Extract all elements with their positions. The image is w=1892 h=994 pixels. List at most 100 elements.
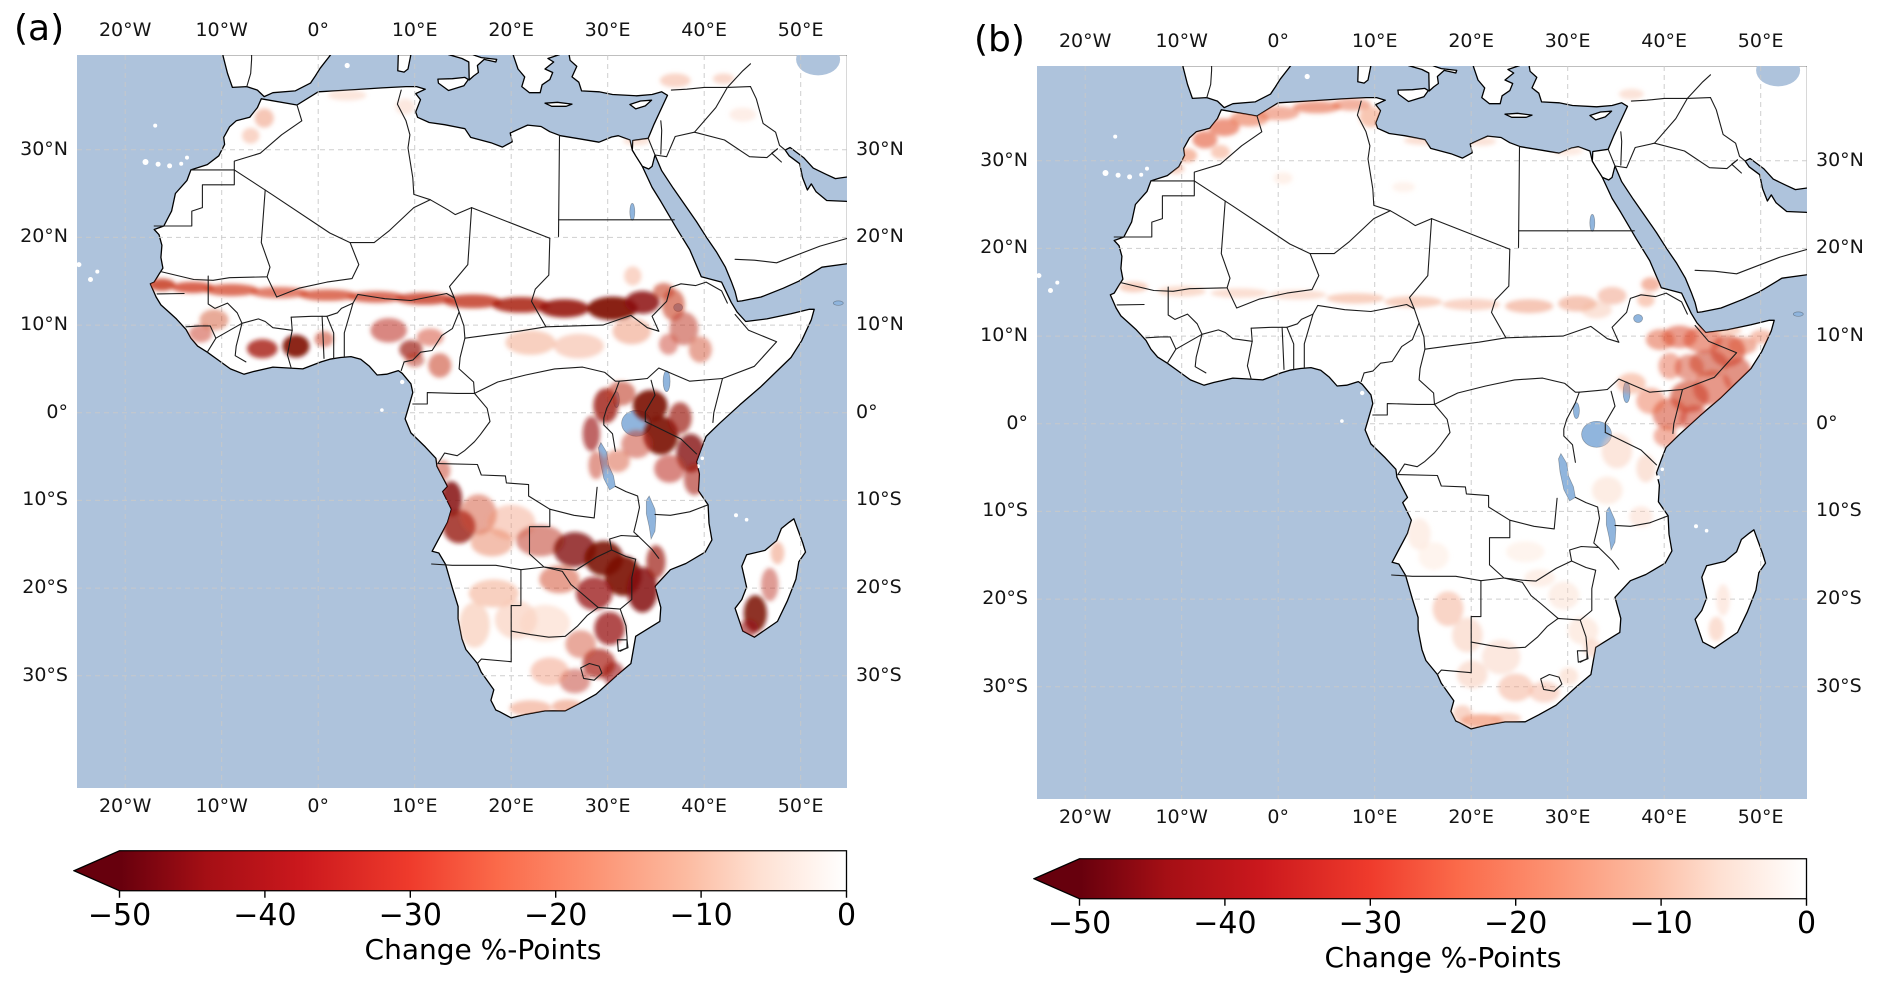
- lon-tick-bottom-a: 30°E: [584, 795, 631, 817]
- lon-tick-top-a: 10°E: [391, 19, 438, 41]
- landmass: [568, 55, 847, 303]
- lat-tick-left-b: 30°S: [982, 674, 1028, 697]
- lon-tick-bottom-b: 0°: [1267, 806, 1289, 828]
- lon-tick-top-b: 0°: [1267, 30, 1289, 52]
- lon-tick-top-a: 50°E: [777, 19, 824, 41]
- lon-tick-bottom-b: 20°E: [1448, 806, 1494, 828]
- lat-tick-right-a: 10°N: [856, 313, 904, 336]
- lon-tick-top-a: 0°: [307, 19, 329, 41]
- lat-tick-left-a: 10°N: [20, 313, 68, 336]
- colorbar-tick-b: −50: [1047, 906, 1112, 941]
- landmass: [629, 99, 653, 110]
- lat-tick-right-a: 30°S: [856, 663, 902, 686]
- colorbar-tick-a: −50: [87, 898, 152, 933]
- lon-tick-top-a: 10°W: [195, 19, 248, 41]
- landmass: [437, 76, 469, 92]
- lat-tick-left-a: 30°N: [20, 137, 68, 160]
- landmass: [1504, 112, 1533, 118]
- colorbar-tick-a: 0: [836, 898, 857, 933]
- lon-tick-top-a: 40°E: [681, 19, 727, 41]
- lon-tick-bottom-b: 10°E: [1351, 806, 1398, 828]
- lon-tick-top-b: 20°E: [1448, 30, 1494, 52]
- lat-tick-right-b: 30°S: [1816, 674, 1862, 697]
- colorbar-a: [73, 850, 848, 898]
- lake: [629, 203, 636, 221]
- colorbar-tick-a: −40: [233, 898, 297, 933]
- lon-tick-top-b: 10°W: [1155, 30, 1208, 52]
- lat-tick-right-a: 10°S: [856, 488, 902, 511]
- lat-tick-right-a: 20°S: [856, 576, 902, 599]
- landmass: [222, 55, 332, 98]
- colorbar-tick-a: −20: [524, 898, 588, 933]
- lat-tick-left-b: 20°N: [980, 236, 1028, 259]
- lake: [1558, 452, 1576, 502]
- lon-tick-top-a: 30°E: [584, 19, 631, 41]
- change-data-layer: [1119, 88, 1774, 728]
- lake: [1633, 314, 1643, 323]
- colorbar-b-title: Change %-Points: [1324, 941, 1562, 974]
- panel-b-label: (b): [974, 19, 1025, 60]
- lon-tick-bottom-a: 40°E: [681, 795, 727, 817]
- country-borders: [1113, 66, 1807, 692]
- lat-tick-left-a: 20°N: [20, 225, 68, 248]
- lon-tick-bottom-a: 20°W: [98, 795, 152, 817]
- landmass: [1589, 110, 1613, 121]
- lon-tick-bottom-a: 10°E: [391, 795, 438, 817]
- lat-tick-left-a: 0°: [46, 400, 68, 423]
- lon-tick-top-b: 20°W: [1058, 30, 1112, 52]
- lake: [1573, 402, 1580, 419]
- lon-tick-bottom-a: 20°E: [488, 795, 534, 817]
- lat-tick-left-a: 10°S: [22, 488, 68, 511]
- colorbar-tick-b: −40: [1193, 906, 1257, 941]
- lat-tick-right-b: 20°N: [1816, 236, 1864, 259]
- lon-tick-bottom-b: 30°E: [1544, 806, 1591, 828]
- landmass: [1472, 66, 1521, 105]
- lake: [1792, 311, 1804, 317]
- landmass: [397, 55, 412, 73]
- colorbar-a-title: Change %-Points: [364, 933, 602, 966]
- lon-tick-bottom-a: 0°: [307, 795, 329, 817]
- colorbar-tick-b: 0: [1796, 906, 1817, 941]
- lat-tick-left-a: 30°S: [22, 663, 68, 686]
- lat-tick-left-b: 0°: [1006, 411, 1028, 434]
- colorbar-tick-a: −10: [669, 898, 733, 933]
- lake: [662, 370, 671, 393]
- landmass: [447, 55, 498, 81]
- colorbar-tick-b: −30: [1338, 906, 1402, 941]
- lon-tick-top-a: 20°E: [488, 19, 534, 41]
- lake: [1589, 214, 1596, 232]
- lat-tick-right-a: 20°N: [856, 225, 904, 248]
- country-borders: [153, 55, 847, 681]
- lon-tick-bottom-b: 20°W: [1058, 806, 1112, 828]
- lon-tick-bottom-a: 50°E: [777, 795, 824, 817]
- map-b: [1037, 66, 1807, 799]
- landmass: [1397, 87, 1429, 103]
- map-a: [77, 55, 847, 788]
- lat-tick-right-b: 10°S: [1816, 499, 1862, 522]
- lat-tick-right-b: 20°S: [1816, 587, 1862, 610]
- lon-tick-bottom-b: 40°E: [1641, 806, 1687, 828]
- colorbar-b: [1033, 858, 1808, 906]
- lon-tick-top-b: 50°E: [1737, 30, 1784, 52]
- lon-tick-top-a: 20°W: [98, 19, 152, 41]
- lat-tick-left-a: 20°S: [22, 576, 68, 599]
- lon-tick-bottom-b: 50°E: [1737, 806, 1784, 828]
- lat-tick-right-b: 30°N: [1816, 148, 1864, 171]
- lat-tick-left-b: 30°N: [980, 148, 1028, 171]
- lat-tick-left-b: 10°N: [980, 324, 1028, 347]
- colorbar-tick-b: −20: [1484, 906, 1548, 941]
- lat-tick-right-a: 0°: [856, 400, 878, 423]
- lon-tick-top-b: 40°E: [1641, 30, 1687, 52]
- landmass: [1357, 66, 1372, 84]
- lat-tick-left-b: 10°S: [982, 499, 1028, 522]
- lake: [832, 300, 844, 306]
- colorbar-tick-b: −10: [1629, 906, 1693, 941]
- landmass: [512, 55, 561, 94]
- landmass: [544, 101, 573, 107]
- colorbar-tick-a: −30: [378, 898, 442, 933]
- panel-a-label: (a): [14, 8, 65, 49]
- lat-tick-right-b: 0°: [1816, 411, 1838, 434]
- landmass: [1528, 66, 1807, 314]
- lat-tick-right-b: 10°N: [1816, 324, 1864, 347]
